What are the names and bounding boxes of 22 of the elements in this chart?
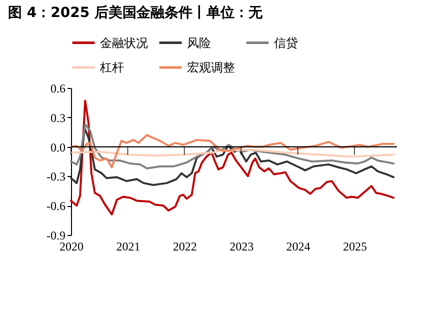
y-tick-label: 0.6 bbox=[50, 82, 66, 96]
y-tick-label: 0.0 bbox=[50, 140, 66, 154]
legend-label: 信贷 bbox=[274, 36, 298, 50]
line-series bbox=[70, 100, 395, 216]
line-series bbox=[70, 134, 395, 168]
legend-label: 宏观调整 bbox=[187, 60, 235, 74]
y-tick-label: -0.3 bbox=[46, 170, 66, 184]
x-tick-label: 2025 bbox=[342, 240, 367, 254]
legend-label: 杠杆 bbox=[99, 60, 124, 74]
line-series bbox=[70, 127, 395, 186]
legend-label: 金融状况 bbox=[100, 36, 148, 50]
x-tick-label: 2022 bbox=[172, 240, 197, 254]
legend-label: 风险 bbox=[187, 36, 211, 50]
x-tick-label: 2020 bbox=[60, 240, 84, 254]
x-tick-label: 2023 bbox=[230, 240, 254, 254]
y-tick-label: -0.9 bbox=[46, 228, 66, 242]
y-tick-label: 0.3 bbox=[50, 110, 66, 125]
x-tick-label: 2024 bbox=[286, 240, 310, 254]
x-tick-label: 2021 bbox=[116, 240, 140, 254]
chart-title: 图 4：2025 后美国金融条件丨单位：无 bbox=[8, 4, 264, 21]
y-tick-label: -0.6 bbox=[46, 199, 66, 214]
line-series bbox=[70, 123, 395, 170]
